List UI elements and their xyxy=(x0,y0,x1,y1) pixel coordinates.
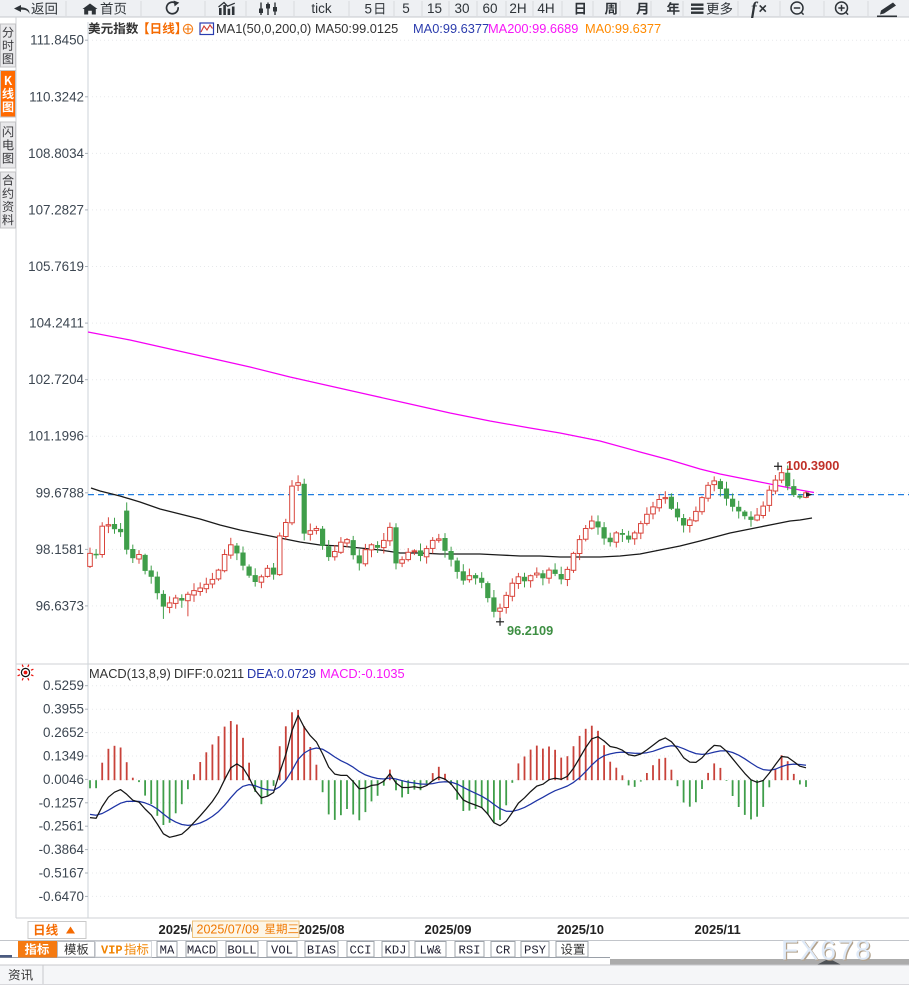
svg-text:FX678: FX678 xyxy=(782,936,874,967)
svg-text:MA1(50,0,200,0): MA1(50,0,200,0) xyxy=(216,21,311,36)
svg-text:105.7619: 105.7619 xyxy=(28,259,84,274)
svg-text:2H: 2H xyxy=(509,1,526,16)
svg-text:2025/07/09: 2025/07/09 xyxy=(197,923,260,937)
svg-text:5: 5 xyxy=(402,1,410,16)
svg-text:96.6373: 96.6373 xyxy=(36,598,84,613)
svg-text:-0.3864: -0.3864 xyxy=(39,842,85,857)
svg-text:MACD(13,8,9): MACD(13,8,9) xyxy=(89,666,171,681)
svg-text:110.3242: 110.3242 xyxy=(29,89,84,104)
svg-text:0.2652: 0.2652 xyxy=(43,725,84,740)
svg-text:BIAS: BIAS xyxy=(307,943,336,957)
svg-text:-0.1257: -0.1257 xyxy=(39,795,84,810)
svg-text:KDJ: KDJ xyxy=(385,943,407,957)
svg-text:96.2109: 96.2109 xyxy=(507,623,553,638)
svg-text:60: 60 xyxy=(482,1,497,16)
svg-text:15: 15 xyxy=(427,1,442,16)
svg-text:MA: MA xyxy=(160,943,175,957)
svg-text:100.3900: 100.3900 xyxy=(786,458,839,473)
svg-text:0.5259: 0.5259 xyxy=(43,678,84,693)
svg-text:MA50:99.0125: MA50:99.0125 xyxy=(315,21,398,36)
svg-text:MA0:99.6377: MA0:99.6377 xyxy=(585,21,661,36)
svg-text:-0.2561: -0.2561 xyxy=(39,819,84,834)
svg-text:5: 5 xyxy=(365,2,373,17)
svg-text:MACD:-0.1035: MACD:-0.1035 xyxy=(320,666,405,681)
svg-text:0.0046: 0.0046 xyxy=(43,772,84,787)
svg-text:2025/10: 2025/10 xyxy=(557,922,604,937)
svg-text:0.3955: 0.3955 xyxy=(43,702,84,717)
svg-text:108.8034: 108.8034 xyxy=(28,146,84,161)
svg-text:MA200:99.6689: MA200:99.6689 xyxy=(488,21,578,36)
svg-text:MA0:99.6377: MA0:99.6377 xyxy=(413,21,489,36)
svg-text:BOLL: BOLL xyxy=(227,943,256,957)
svg-text:2025/11: 2025/11 xyxy=(695,922,741,937)
svg-text:-0.5167: -0.5167 xyxy=(39,866,84,881)
svg-text:101.1996: 101.1996 xyxy=(28,429,84,444)
svg-text:102.7204: 102.7204 xyxy=(28,372,84,387)
svg-text:MACD: MACD xyxy=(187,943,216,957)
svg-text:CCI: CCI xyxy=(350,943,372,957)
svg-text:PSY: PSY xyxy=(524,943,547,957)
svg-text:f: f xyxy=(751,0,759,18)
svg-text:FX678: FX678 xyxy=(781,935,873,966)
svg-text:99.6788: 99.6788 xyxy=(36,485,84,500)
svg-text:107.2827: 107.2827 xyxy=(28,202,84,217)
svg-text:DEA:0.0729: DEA:0.0729 xyxy=(247,666,316,681)
svg-text:4H: 4H xyxy=(537,1,554,16)
svg-text:104.2411: 104.2411 xyxy=(29,316,84,331)
svg-text:30: 30 xyxy=(454,1,469,16)
svg-text:98.1581: 98.1581 xyxy=(36,542,84,557)
svg-text:VIP: VIP xyxy=(101,943,123,957)
svg-text:VOL: VOL xyxy=(271,943,293,957)
svg-text:0.1349: 0.1349 xyxy=(43,749,84,764)
svg-text:CR: CR xyxy=(496,943,511,957)
svg-text:×: × xyxy=(759,2,767,18)
svg-text:RSI: RSI xyxy=(459,943,481,957)
svg-text:-0.6470: -0.6470 xyxy=(39,889,84,904)
svg-text:111.8450: 111.8450 xyxy=(30,33,84,48)
svg-text:LW&: LW& xyxy=(420,943,443,957)
svg-text:DIFF:0.0211: DIFF:0.0211 xyxy=(174,666,244,681)
svg-text:2025/09: 2025/09 xyxy=(425,922,472,937)
svg-text:2025/08: 2025/08 xyxy=(298,922,345,937)
svg-text:tick: tick xyxy=(311,1,332,16)
